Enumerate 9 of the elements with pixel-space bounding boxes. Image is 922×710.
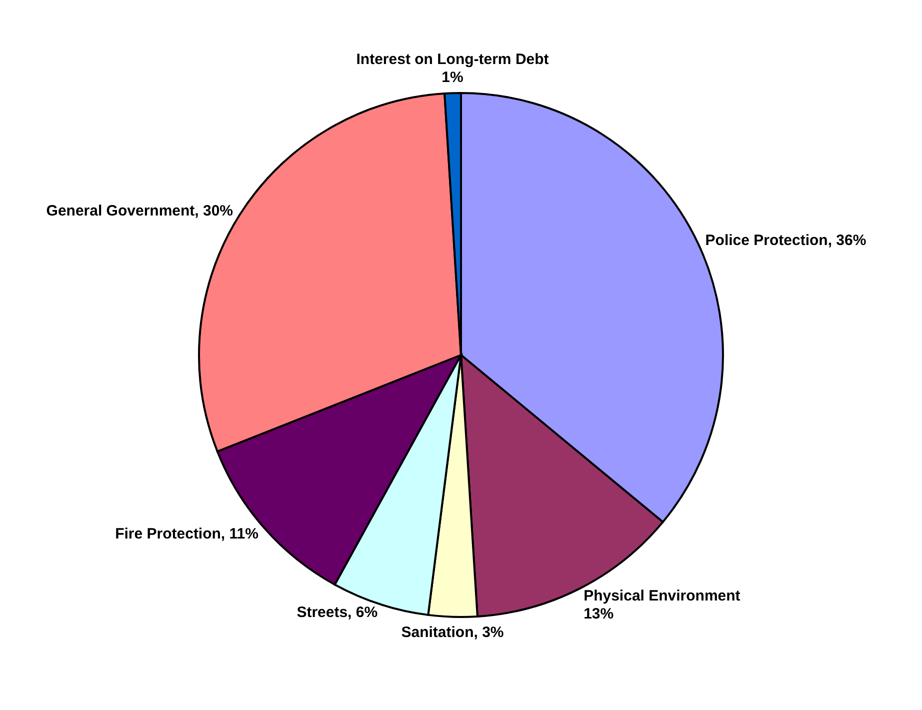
slice-label: General Government, 30% <box>46 202 234 220</box>
slice-label: Fire Protection, 11% <box>115 526 258 543</box>
slice-label: Streets, 6% <box>296 604 378 621</box>
data-label: 1% <box>442 69 464 86</box>
slice-label: Sanitation, 3% <box>401 624 504 641</box>
slice-label: Interest on Long-term Debt <box>356 51 549 68</box>
slice-label: Physical Environment <box>584 588 740 605</box>
data-label: 13% <box>584 606 614 623</box>
slice-label: Police Protection, 36% <box>705 232 866 250</box>
